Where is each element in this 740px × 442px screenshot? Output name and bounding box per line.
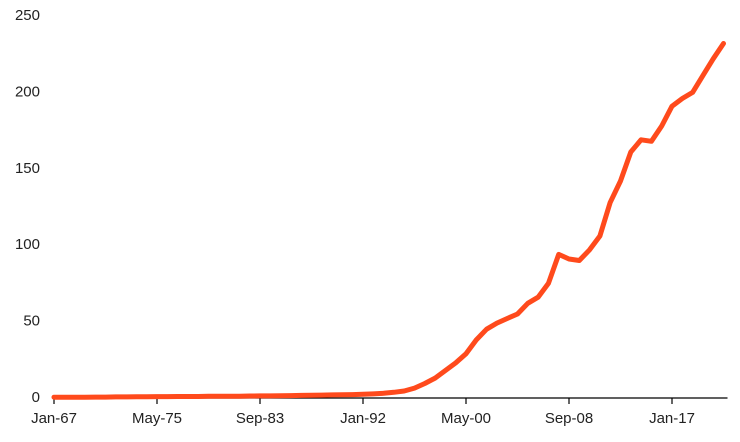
x-tick-label: May-75	[132, 410, 182, 427]
y-tick-label: 200	[15, 83, 40, 100]
y-tick-label: 100	[15, 236, 40, 253]
y-tick-label: 250	[15, 7, 40, 24]
x-tick-label: May-00	[441, 410, 491, 427]
y-tick-label: 150	[15, 160, 40, 177]
x-tick-label: Jan-92	[340, 410, 386, 427]
y-tick-label: 50	[23, 313, 40, 330]
x-tick-label: Jan-17	[649, 410, 695, 427]
y-tick-label: 0	[32, 389, 40, 406]
x-tick-label: Sep-83	[236, 410, 284, 427]
x-tick-label: Jan-67	[31, 410, 77, 427]
x-tick-label: Sep-08	[545, 410, 593, 427]
data-line	[51, 41, 726, 400]
